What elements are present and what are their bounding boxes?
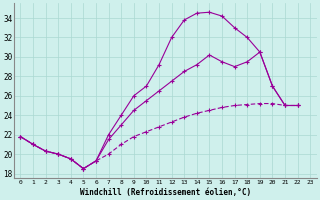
X-axis label: Windchill (Refroidissement éolien,°C): Windchill (Refroidissement éolien,°C): [80, 188, 251, 197]
